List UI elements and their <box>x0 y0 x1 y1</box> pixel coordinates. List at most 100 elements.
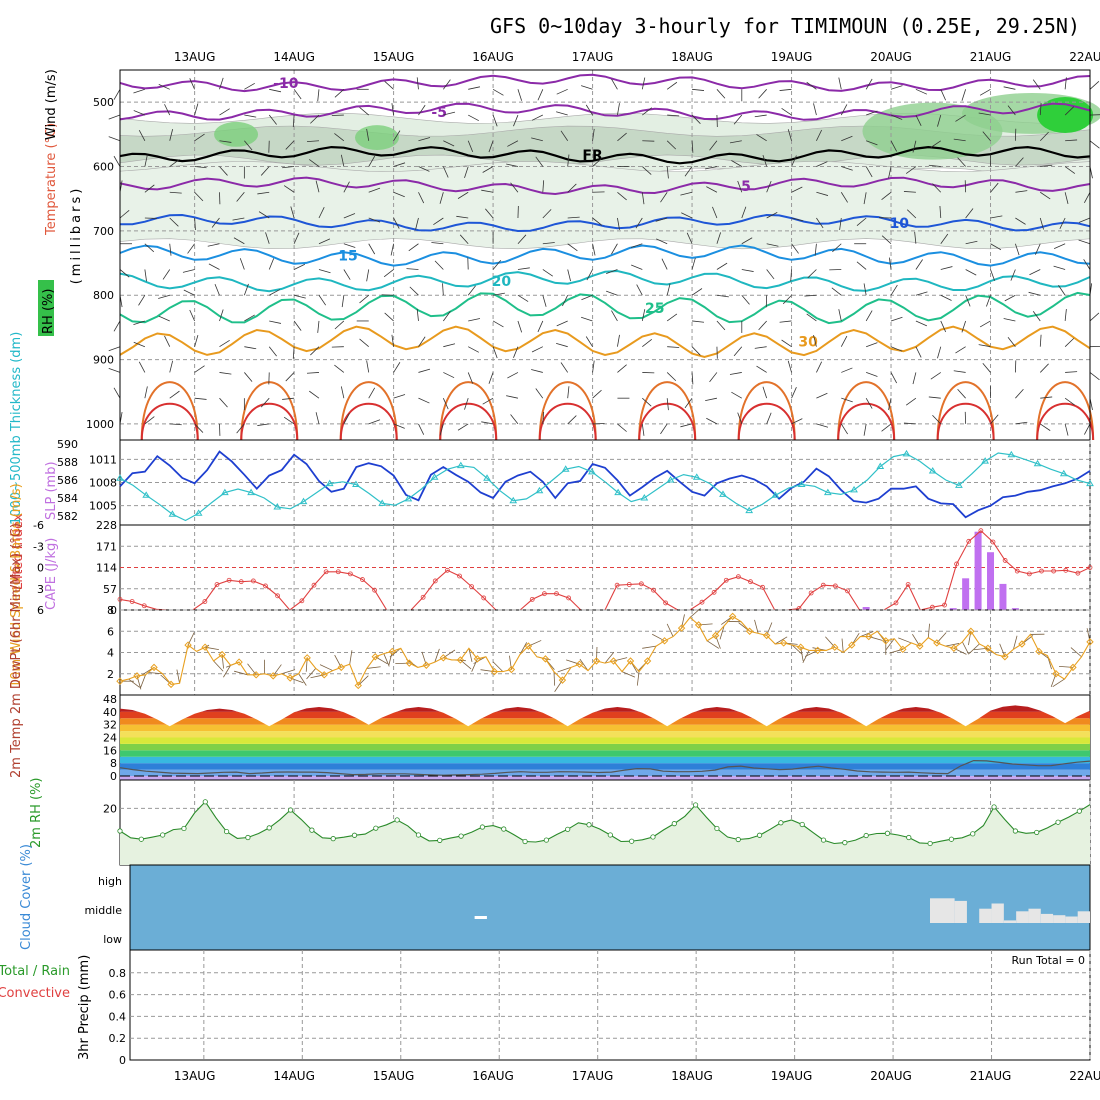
wind-barb <box>390 243 394 256</box>
wind-barb <box>781 339 792 348</box>
warm-isotherm-loop <box>1036 403 1095 441</box>
wind-barb <box>194 133 205 142</box>
thickness-marker <box>771 491 780 498</box>
temp-panel-axis-label: 2m Temp 2m DewPt (6hr Min/Max) (°C) <box>9 523 24 778</box>
wind-barb <box>442 283 444 296</box>
wind-barb <box>443 343 456 348</box>
wind-barb <box>1089 140 1100 149</box>
wind-barb <box>840 104 848 116</box>
wind-barb <box>592 128 595 141</box>
lifted-index-marker <box>1051 568 1057 574</box>
wind-barb <box>692 320 705 323</box>
thickness-marker <box>823 488 832 496</box>
wind-barb <box>293 320 302 331</box>
wind-barb <box>1089 80 1100 90</box>
lifted-index-marker <box>141 603 147 609</box>
wind-barb <box>666 140 677 150</box>
wind-barb <box>194 166 207 169</box>
wind-speed-marker <box>337 663 345 672</box>
surface-wind-barb <box>774 636 788 645</box>
wind-barb <box>560 362 569 373</box>
bottom-date-axis: 13AUG 14AUG 15AUG 16AUG 17AUG 18AUG 19AUG 20AUG… <box>174 1069 1100 1083</box>
wind-barb <box>791 155 797 167</box>
lifted-index-marker <box>1063 567 1069 573</box>
top-date-label: 22AUG <box>1069 50 1100 64</box>
wind-barb <box>187 243 195 254</box>
wind-barb <box>806 81 817 90</box>
lifted-index-marker <box>711 589 717 595</box>
wind-barb <box>706 417 718 425</box>
warm-isotherm-loop <box>638 381 697 441</box>
wind-barb <box>631 264 643 270</box>
temp-band <box>120 705 1090 712</box>
wind-barb <box>318 294 327 306</box>
wind-barb <box>334 364 345 373</box>
wind-barb <box>457 423 469 431</box>
wind-barb <box>937 346 942 359</box>
wind-barb <box>208 263 220 270</box>
wind-barb <box>758 89 767 99</box>
isotherm-label: 30 <box>798 335 818 351</box>
surface-wind-barb <box>841 638 844 653</box>
isotherm-label: -5 <box>431 105 447 121</box>
lifted-index-marker <box>978 528 984 534</box>
wind-barb <box>831 287 842 296</box>
wind-barb <box>531 369 543 373</box>
surface-wind-barb <box>579 658 589 671</box>
wind-speed-marker <box>405 659 414 667</box>
wind-axis-label: Wind (m/s) <box>44 69 59 140</box>
wind-barb <box>953 138 966 142</box>
wind-barb <box>343 181 350 193</box>
rh-marker <box>1012 828 1018 834</box>
rh-axis-label: RH (%) <box>41 289 56 334</box>
wind-barb <box>567 183 577 193</box>
thickness-marker <box>299 497 308 505</box>
lifted-index-marker <box>347 571 353 577</box>
lifted-index-marker <box>360 577 365 582</box>
wind-barb <box>418 336 426 347</box>
thickness-marker <box>273 503 282 510</box>
wind-barb <box>961 89 967 101</box>
wind-barb <box>940 233 949 244</box>
wind-barb <box>816 361 823 373</box>
wind-barb <box>542 242 555 245</box>
rh-band <box>119 161 1091 250</box>
rh-marker <box>437 837 443 843</box>
rh-marker <box>820 837 827 843</box>
lifted-index-marker <box>129 599 135 604</box>
wind-barb <box>144 184 155 193</box>
wind-speed-marker <box>201 643 209 651</box>
temp-band <box>120 776 1090 780</box>
wind-barb <box>691 372 694 385</box>
lifted-index-marker <box>663 600 669 606</box>
wind-barb <box>940 89 947 101</box>
wind-barb <box>1040 423 1051 431</box>
rh-saturated-patch <box>1037 97 1094 134</box>
rh-marker <box>693 802 699 808</box>
tick-label: 600 <box>93 161 114 174</box>
thickness-marker <box>430 473 439 480</box>
wind-barb <box>766 212 778 219</box>
wind-barb <box>1007 336 1016 347</box>
wind-barb <box>368 217 381 223</box>
rh-marker <box>522 838 528 845</box>
wind-barb <box>1064 106 1075 116</box>
wind-barb <box>113 89 121 100</box>
wind-barb <box>928 164 941 167</box>
rh-marker <box>458 833 464 839</box>
warm-isotherm-loop <box>538 403 597 441</box>
wind-barb <box>169 191 182 194</box>
wind-barb <box>194 103 199 116</box>
wind-barb <box>990 243 1002 251</box>
wind-barb <box>260 397 270 408</box>
rh-marker <box>607 832 613 838</box>
top-date-label: 14AUG <box>273 50 315 64</box>
wind-barb <box>506 395 519 399</box>
pressure-ticks: 500 600 700 800 900 1000 <box>86 96 114 431</box>
wind-barb <box>219 397 228 408</box>
wind-barb <box>881 235 892 245</box>
tick-label: 0 <box>37 562 44 575</box>
dewpoint-line <box>119 759 1091 776</box>
wind-barb <box>804 294 817 297</box>
warm-isotherm-loop <box>936 381 995 441</box>
